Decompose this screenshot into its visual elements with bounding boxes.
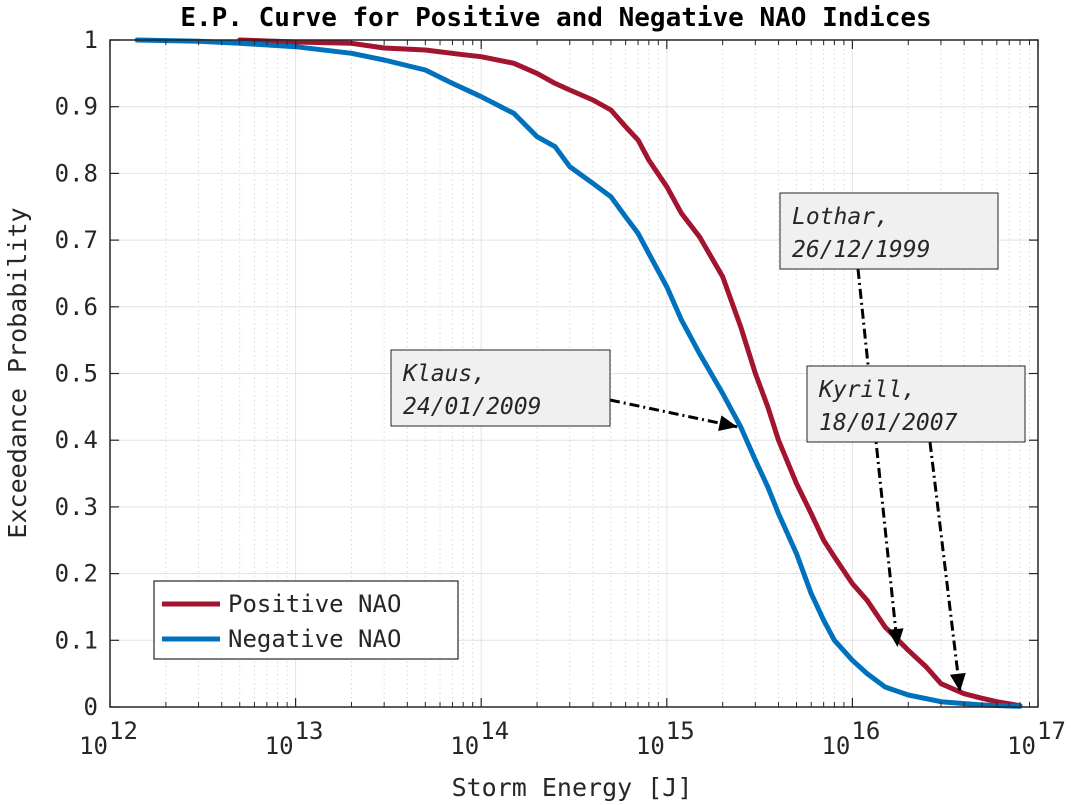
legend-label-positive-nao: Positive NAO bbox=[228, 590, 401, 618]
y-tick-label: 0.6 bbox=[55, 293, 98, 321]
annotation-box bbox=[390, 349, 611, 427]
annotation-text-line: Klaus, bbox=[402, 361, 486, 387]
x-tick-label-exponent: 15 bbox=[666, 717, 695, 745]
y-tick-label: 0.9 bbox=[55, 93, 98, 121]
chart-title: E.P. Curve for Positive and Negative NAO… bbox=[180, 3, 931, 33]
x-tick-label-exponent: 12 bbox=[109, 717, 138, 745]
annotation-arrowhead bbox=[949, 672, 966, 692]
annotation-arrow-line bbox=[609, 398, 738, 429]
x-tick-label-exponent: 13 bbox=[295, 717, 324, 745]
x-tick-label-base: 10 bbox=[79, 732, 108, 760]
annotation-arrowhead bbox=[887, 628, 904, 647]
annotation-arrow-line bbox=[856, 268, 899, 648]
annotation-text-line: 18/01/2007 bbox=[819, 410, 958, 436]
y-tick-label: 0 bbox=[84, 693, 98, 721]
x-tick-label-exponent: 16 bbox=[851, 717, 880, 745]
x-axis-label: Storm Energy [J] bbox=[452, 773, 693, 802]
y-tick-label: 0.1 bbox=[55, 626, 98, 654]
y-tick-label: 0.3 bbox=[55, 493, 98, 521]
series-lines bbox=[134, 37, 1023, 709]
x-tick-label-base: 10 bbox=[450, 732, 479, 760]
annotations: Klaus, 24/01/2009 Lothar, 26/12/1999 Kyrill,… bbox=[390, 192, 1026, 692]
annotation-text-line: 26/12/1999 bbox=[792, 237, 930, 263]
x-tick-label-exponent: 17 bbox=[1037, 717, 1066, 745]
annotation-klaus: Klaus, 24/01/2009 bbox=[390, 349, 738, 431]
annotation-text-line: Kyrill, bbox=[818, 377, 916, 403]
annotation-kyrill: Kyrill, 18/01/2007 bbox=[806, 365, 1026, 692]
annotation-arrow-line bbox=[928, 441, 962, 692]
y-tick-label: 0.2 bbox=[55, 560, 98, 588]
legend-label-negative-nao: Negative NAO bbox=[228, 625, 401, 653]
legend: Positive NAO Negative NAO bbox=[153, 580, 459, 660]
axis-ticks bbox=[109, 39, 1039, 708]
x-tick-label-exponent: 14 bbox=[480, 717, 509, 745]
x-tick-label-base: 10 bbox=[636, 732, 665, 760]
y-tick-labels: 0 0.1 0.2 0.3 0.4 0.5 0.6 0.7 0.8 0.9 1 bbox=[55, 26, 98, 721]
x-tick-label-base: 10 bbox=[1007, 732, 1036, 760]
x-tick-label-base: 10 bbox=[265, 732, 294, 760]
y-tick-label: 0.5 bbox=[55, 360, 98, 388]
y-tick-label: 1 bbox=[84, 26, 98, 54]
annotation-lothar: Lothar, 26/12/1999 bbox=[779, 192, 999, 648]
annotation-text-line: Lothar, bbox=[792, 204, 889, 230]
annotation-box bbox=[806, 365, 1026, 443]
annotation-box bbox=[779, 192, 999, 270]
y-tick-label: 0.7 bbox=[55, 226, 98, 254]
y-tick-label: 0.4 bbox=[55, 426, 98, 454]
annotation-arrowhead bbox=[718, 415, 738, 431]
series-line-negative-nao bbox=[134, 37, 1023, 709]
annotation-text-line: 24/01/2009 bbox=[403, 394, 541, 420]
legend-box bbox=[153, 580, 459, 660]
y-tick-label: 0.8 bbox=[55, 159, 98, 187]
y-axis-label: Exceedance Probability bbox=[3, 207, 32, 538]
x-tick-label-base: 10 bbox=[821, 732, 850, 760]
series-line-positive-nao bbox=[237, 37, 1023, 709]
